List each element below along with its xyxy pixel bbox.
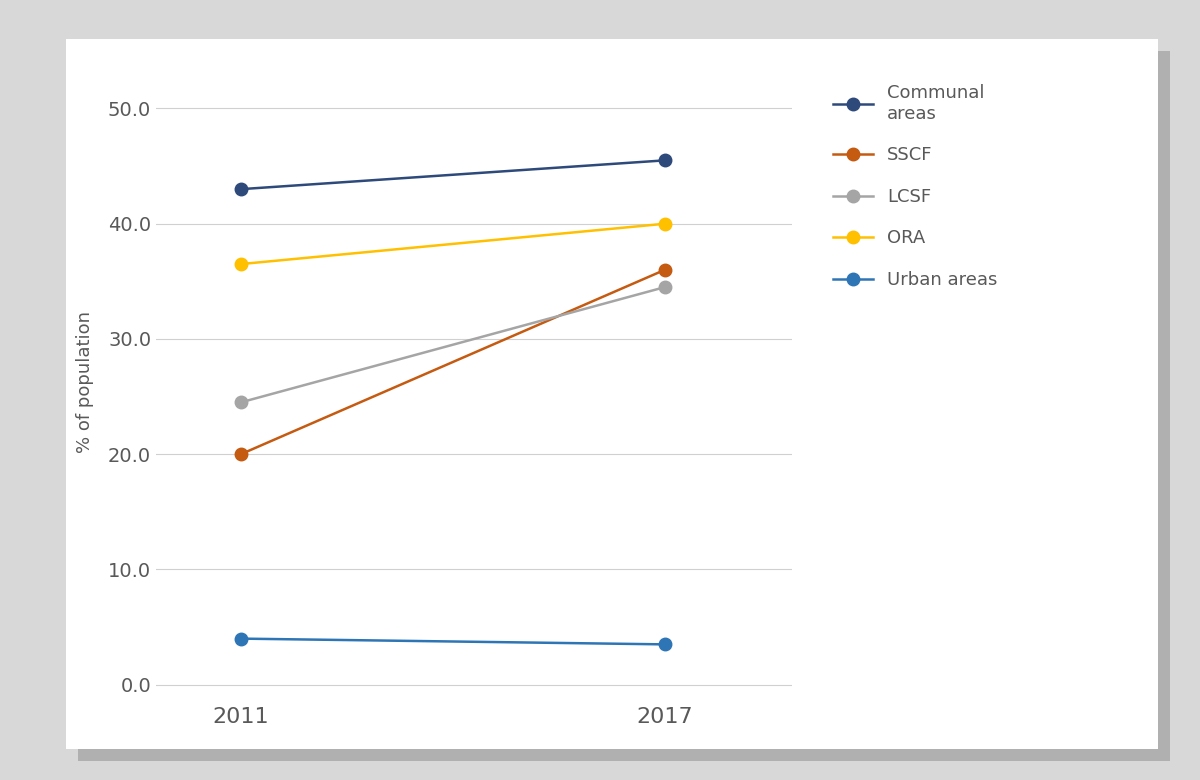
Line: Urban areas: Urban areas	[234, 633, 671, 651]
Line: Communal
areas: Communal areas	[234, 154, 671, 196]
LCSF	[234, 398, 248, 407]
Line: LCSF: LCSF	[234, 281, 671, 409]
Line: ORA: ORA	[234, 218, 671, 271]
Communal
areas	[658, 156, 672, 165]
Urban areas	[234, 634, 248, 644]
ORA	[234, 260, 248, 269]
Legend: Communal
areas, SSCF, LCSF, ORA, Urban areas: Communal areas, SSCF, LCSF, ORA, Urban a…	[833, 84, 997, 289]
LCSF	[658, 282, 672, 292]
ORA	[658, 219, 672, 229]
Line: SSCF: SSCF	[234, 264, 671, 460]
SSCF	[658, 265, 672, 275]
SSCF	[234, 449, 248, 459]
Urban areas	[658, 640, 672, 649]
Y-axis label: % of population: % of population	[76, 311, 94, 453]
Communal
areas	[234, 185, 248, 194]
